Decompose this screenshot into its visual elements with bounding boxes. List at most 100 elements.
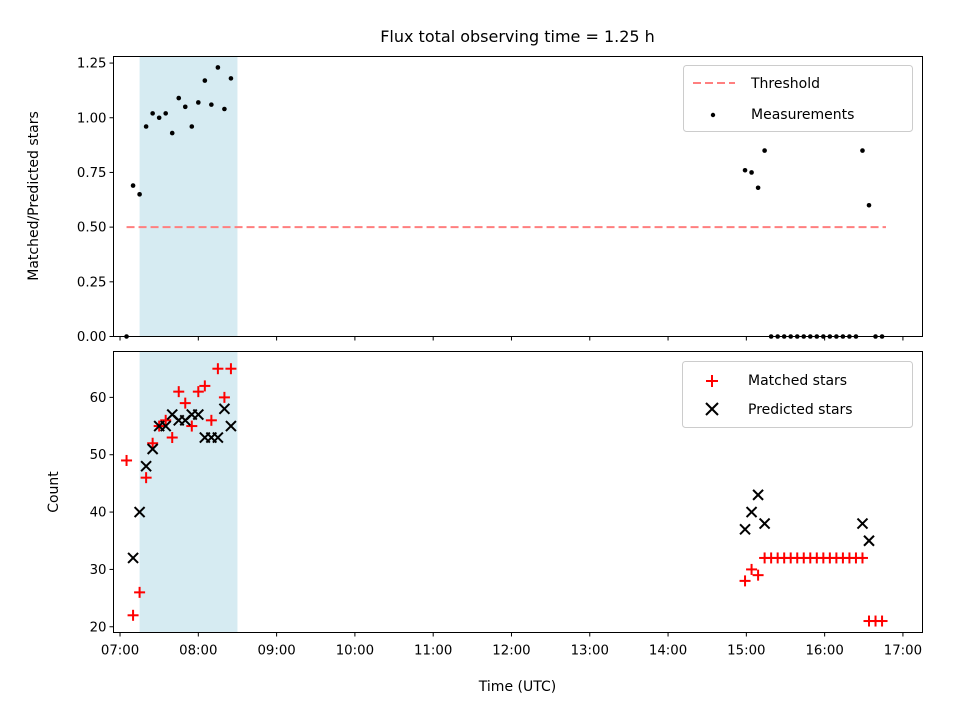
measurement-point (749, 170, 754, 175)
legend-predicted-label: Predicted stars (748, 402, 853, 418)
measurement-point (150, 111, 155, 116)
measurement-point (156, 115, 162, 121)
measurement-point (182, 104, 188, 110)
measurement-point (176, 95, 182, 101)
y-tick-label: 1.25 (77, 57, 107, 72)
y-tick-label: 30 (90, 563, 107, 578)
top-x-axis (119, 336, 904, 341)
bottom-x-axis: 07:00 08:00 09:00 10:00 11:00 12:00 13:00 14:00… (101, 632, 922, 659)
chart-title-group: Flux total observing time = 1.25 h (380, 27, 655, 46)
measurement-point (209, 102, 214, 107)
bottom-shaded-span (139, 351, 238, 633)
x-tick-label: 13:00 (571, 644, 609, 659)
predicted-star-point (863, 535, 875, 547)
measurement-point (163, 111, 168, 116)
predicted-star-point (127, 552, 139, 564)
matched-star-point (140, 472, 152, 484)
bottom-panel: 20 30 40 50 60 07:00 08:00 09:00 10:00 11:00 12:0… (46, 351, 923, 695)
chart-title: Flux total observing time = 1.25 h (380, 27, 655, 46)
measurement-point (215, 65, 221, 70)
predicted-star-point (212, 431, 224, 444)
x-tick-label: 08:00 (179, 644, 217, 659)
top-y-axis: 0.00 0.25 0.50 0.75 1.00 1.25 (77, 57, 114, 345)
matched-star-point (147, 437, 159, 449)
y-tick-label: 0.50 (77, 221, 107, 236)
x-axis-label: Time (UTC) (478, 679, 556, 695)
measurement-point (866, 202, 872, 208)
x-tick-label: 10:00 (336, 644, 374, 659)
predicted-star-point (192, 408, 205, 421)
bottom-legend: Matched stars Predicted stars (682, 361, 913, 428)
matched-star-point (225, 363, 237, 375)
measurement-point (130, 183, 136, 188)
predicted-star-point (745, 506, 758, 518)
legend-measurements-label: Measurements (751, 107, 854, 123)
measurement-point (860, 148, 865, 153)
matched-star-point (212, 363, 224, 375)
x-tick-label: 15:00 (727, 644, 765, 659)
matched-star-point (876, 615, 888, 627)
measurement-point (137, 192, 142, 197)
matched-star-point (746, 563, 758, 575)
top-panel: 0.00 0.25 0.50 0.75 1.00 1.25 Matched/Predict… (26, 56, 923, 345)
bottom-y-axis: 20 30 40 50 60 (90, 391, 114, 635)
observing-span (139, 56, 238, 337)
matched-star-point (179, 397, 191, 409)
matched-star-point (121, 454, 133, 466)
matched-star-point (134, 586, 146, 598)
top-legend: Threshold Measurements (683, 65, 913, 132)
matched-star-point (160, 414, 172, 426)
x-tick-label: 14:00 (649, 644, 687, 659)
predicted-star-point (739, 523, 751, 535)
count-points (121, 363, 888, 627)
x-tick-label: 16:00 (805, 644, 843, 659)
top-y-axis-label: Matched/Predicted stars (26, 111, 42, 281)
matched-star-point (199, 380, 211, 392)
y-tick-label: 20 (90, 620, 107, 635)
measurement-point (222, 106, 227, 112)
matched-star-point (186, 420, 198, 432)
top-shaded-span (139, 56, 238, 337)
legend-measurements-swatch (710, 112, 716, 118)
legend-matched-label: Matched stars (748, 373, 847, 389)
y-tick-label: 40 (90, 506, 107, 521)
matched-star-point (205, 414, 217, 426)
bottom-legend-box (682, 361, 913, 428)
measurement-point (202, 78, 208, 83)
predicted-star-point (146, 443, 159, 455)
predicted-star-point (752, 489, 764, 501)
measurement-point (189, 124, 195, 129)
predicted-star-point (856, 517, 869, 530)
legend-predicted-swatch (705, 402, 719, 416)
y-tick-label: 0.00 (77, 330, 107, 345)
x-tick-label: 11:00 (414, 644, 452, 659)
x-tick-label: 07:00 (101, 644, 139, 659)
x-tick-label: 17:00 (884, 644, 922, 659)
matched-star-point (166, 432, 178, 444)
y-tick-label: 1.00 (77, 111, 107, 126)
measurement-points (124, 65, 885, 339)
bottom-plot-frame (113, 351, 923, 633)
matched-star-point (218, 391, 230, 403)
matched-star-point (173, 386, 185, 398)
bottom-y-axis-label: Count (46, 471, 62, 513)
y-tick-label: 60 (90, 391, 107, 406)
measurement-point (228, 76, 234, 81)
y-tick-label: 0.75 (77, 166, 107, 181)
x-tick-label: 09:00 (257, 644, 295, 659)
predicted-star-point (133, 506, 146, 518)
measurement-point (755, 185, 761, 191)
matched-star-point (739, 575, 751, 587)
predicted-star-point (218, 403, 231, 415)
y-tick-label: 50 (90, 448, 107, 463)
measurement-point (196, 100, 201, 105)
y-tick-label: 0.25 (77, 275, 107, 290)
predicted-star-point (140, 460, 152, 472)
matched-star-point (752, 569, 764, 581)
top-legend-box (683, 65, 913, 132)
predicted-star-point (758, 517, 771, 530)
measurement-point (742, 167, 748, 173)
predicted-star-point (225, 420, 237, 432)
legend-matched-swatch (706, 375, 718, 387)
